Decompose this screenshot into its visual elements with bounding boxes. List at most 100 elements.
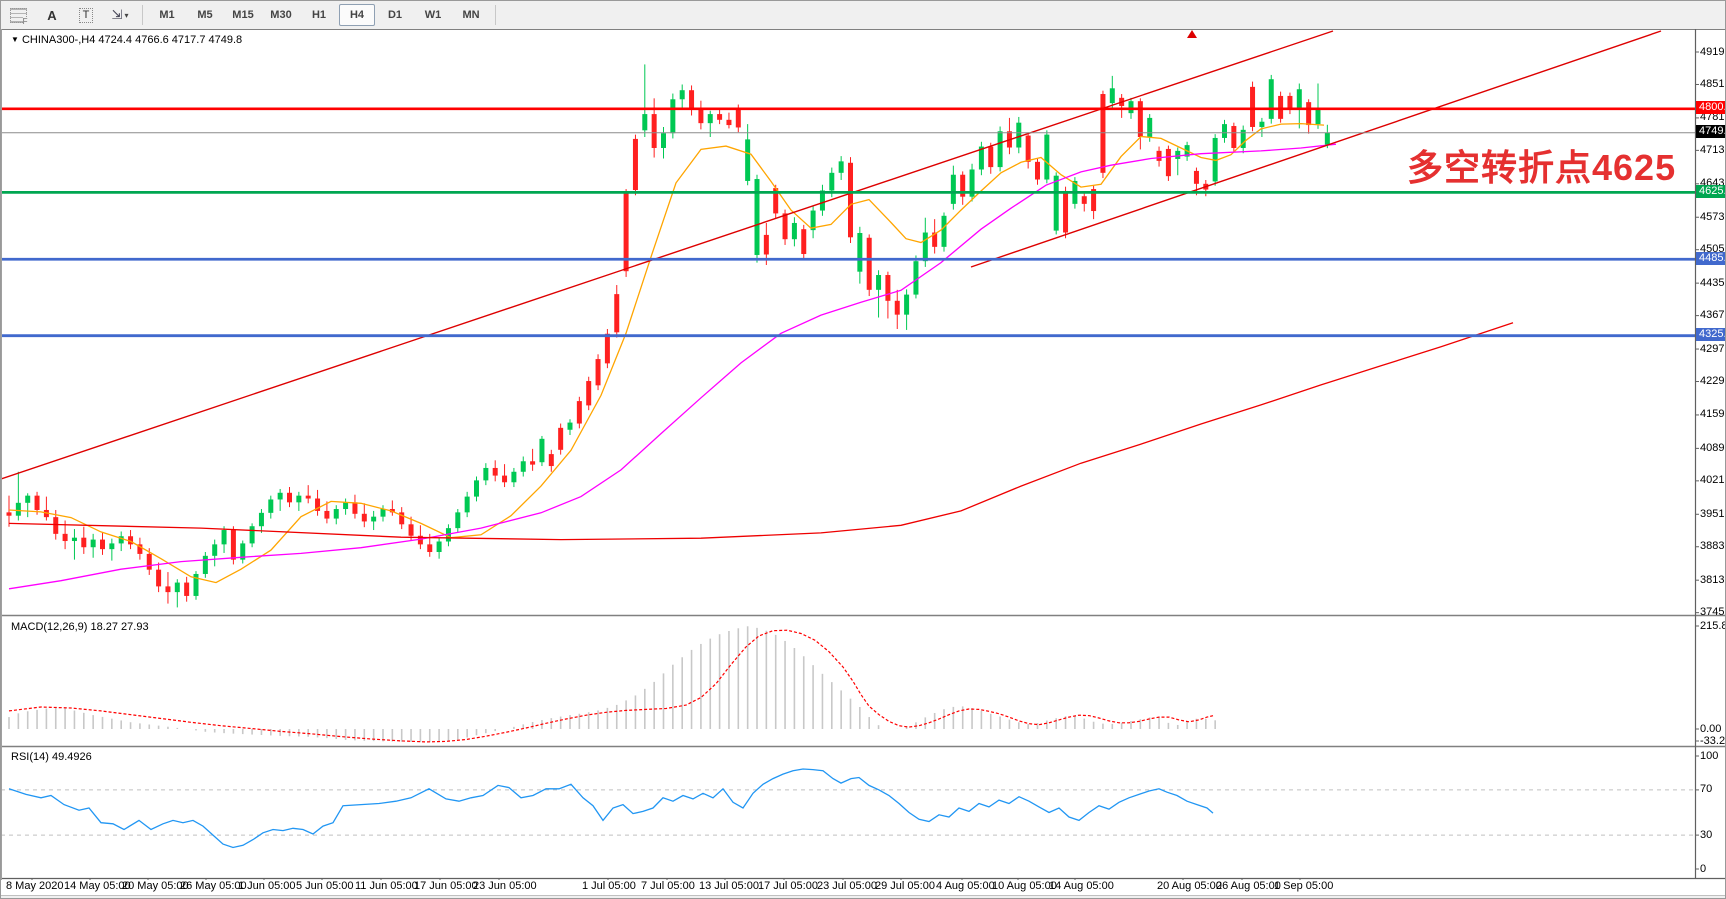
candle-body — [109, 543, 115, 550]
candle-body — [258, 512, 264, 527]
diagonal-arrows-icon: ⇲ — [111, 7, 123, 22]
candle-body — [1063, 190, 1069, 233]
chart-area[interactable]: ▼ CHINA300-,H4 4724.4 4766.6 4717.7 4749… — [1, 29, 1726, 898]
candle-body — [156, 569, 162, 587]
candle-body — [81, 537, 87, 548]
candle-body — [1128, 101, 1134, 114]
candle-body — [361, 513, 367, 522]
rsi-line — [8, 768, 1214, 849]
candle-body — [1147, 117, 1153, 138]
price-scale-label: 3745.0 — [1700, 606, 1725, 619]
candle-body — [53, 517, 59, 534]
candle-body — [389, 509, 395, 513]
candle-body — [1259, 121, 1265, 127]
candle-body — [576, 401, 582, 424]
candle-body — [492, 467, 498, 476]
candle-body — [932, 232, 938, 247]
dropdown-caret-icon: ▾ — [124, 10, 129, 20]
candle-body — [604, 333, 610, 364]
ma-slow-shifted-line — [8, 322, 1514, 541]
candle-body — [1278, 95, 1284, 119]
date-axis[interactable]: 8 May 2020 14 May 05:00 20 May 05:00 26 May… — [1, 880, 1695, 894]
date-axis-label: 8 May 2020 — [6, 880, 64, 892]
candle-body — [1240, 129, 1246, 148]
candle-body — [15, 502, 21, 516]
price-scale-label: 4435.0 — [1700, 276, 1725, 289]
timeframe-button-h4[interactable]: H4 — [339, 4, 375, 26]
rsi-scale-label: 100 — [1700, 749, 1719, 762]
candle-body — [614, 294, 620, 333]
date-axis-label: 23 Jul 05:00 — [817, 880, 877, 892]
candle-body — [380, 509, 386, 517]
price-scale-label: 4089.0 — [1700, 441, 1725, 454]
candle-body — [707, 114, 713, 124]
candle-body — [483, 467, 489, 481]
candle-body — [1025, 135, 1031, 162]
timeframe-button-mn[interactable]: MN — [462, 9, 480, 21]
candle-body — [548, 454, 554, 467]
candle-body — [623, 192, 629, 272]
candle-body — [876, 275, 882, 290]
candle-body — [128, 536, 134, 545]
candle-body — [71, 537, 77, 542]
candle-body — [230, 530, 236, 560]
candle-body — [1250, 86, 1256, 127]
candle-body — [455, 512, 461, 529]
candle-body — [445, 528, 451, 542]
date-axis-label: 29 Jul 05:00 — [875, 880, 935, 892]
trend-arrow-icon — [1187, 30, 1197, 38]
candle-body — [502, 475, 508, 483]
grid-settings-button[interactable]: F — [2, 4, 34, 26]
candle-body — [782, 213, 788, 240]
timeframe-button-m15[interactable]: M15 — [232, 9, 254, 21]
ma-medium-line — [8, 143, 1337, 590]
candle-body — [427, 544, 433, 553]
text-label-button[interactable]: T — [70, 4, 102, 26]
symbol-dropdown-icon[interactable]: ▼ — [11, 35, 19, 44]
price-scale-label: 4297.0 — [1700, 342, 1725, 355]
candle-body — [661, 133, 666, 148]
text-annotation-button[interactable]: A — [36, 4, 68, 26]
timeframe-button-m30[interactable]: M30 — [270, 9, 292, 21]
price-scale-label: 4781.0 — [1700, 111, 1725, 124]
timeframe-button-d1[interactable]: D1 — [387, 9, 403, 21]
candle-body — [698, 108, 704, 124]
candle-body — [829, 172, 835, 191]
objects-button[interactable]: ⇲ ▾ — [104, 4, 136, 26]
price-level-badge: 4625.0 — [1696, 184, 1725, 198]
date-axis-label: 10 Aug 05:00 — [992, 880, 1057, 892]
timeframe-button-m1[interactable]: M1 — [159, 9, 175, 21]
candle-body — [100, 539, 105, 550]
timeframe-button-m5[interactable]: M5 — [197, 9, 213, 21]
candle-body — [520, 461, 526, 472]
candle-body — [960, 174, 966, 197]
chart-canvas[interactable] — [1, 29, 1726, 894]
price-scale[interactable]: 4919.04851.04781.04713.04643.04573.04505… — [1696, 29, 1725, 878]
candle-body — [193, 573, 199, 596]
chart-title-text: CHINA300-,H4 4724.4 4766.6 4717.7 4749.8 — [21, 34, 243, 46]
candle-body — [436, 541, 442, 553]
date-axis-label: 17 Jun 05:00 — [414, 880, 478, 892]
macd-scale-label: 215.81 — [1700, 619, 1725, 632]
candle-body — [558, 427, 564, 450]
candle-body — [595, 359, 601, 386]
candle-body — [1044, 134, 1050, 180]
timeframe-button-h1[interactable]: H1 — [311, 9, 327, 21]
timeframe-button-w1[interactable]: W1 — [424, 9, 442, 21]
candle-body — [745, 139, 751, 181]
candle-body — [810, 210, 816, 231]
chart-title: ▼ CHINA300-,H4 4724.4 4766.6 4717.7 4749… — [11, 34, 242, 46]
candle-body — [25, 495, 31, 503]
price-level-badge: 4749.8 — [1696, 125, 1725, 139]
candle-body — [567, 422, 573, 430]
candle-body — [791, 222, 797, 240]
candle-body — [1222, 124, 1227, 138]
price-scale-label: 4919.0 — [1700, 45, 1725, 58]
candle-body — [62, 533, 68, 542]
price-scale-label: 3951.0 — [1700, 507, 1725, 520]
candle-body — [735, 107, 741, 128]
candle-body — [801, 229, 807, 255]
candle-body — [343, 502, 349, 510]
candle-body — [894, 300, 900, 315]
candle-body — [819, 190, 825, 211]
